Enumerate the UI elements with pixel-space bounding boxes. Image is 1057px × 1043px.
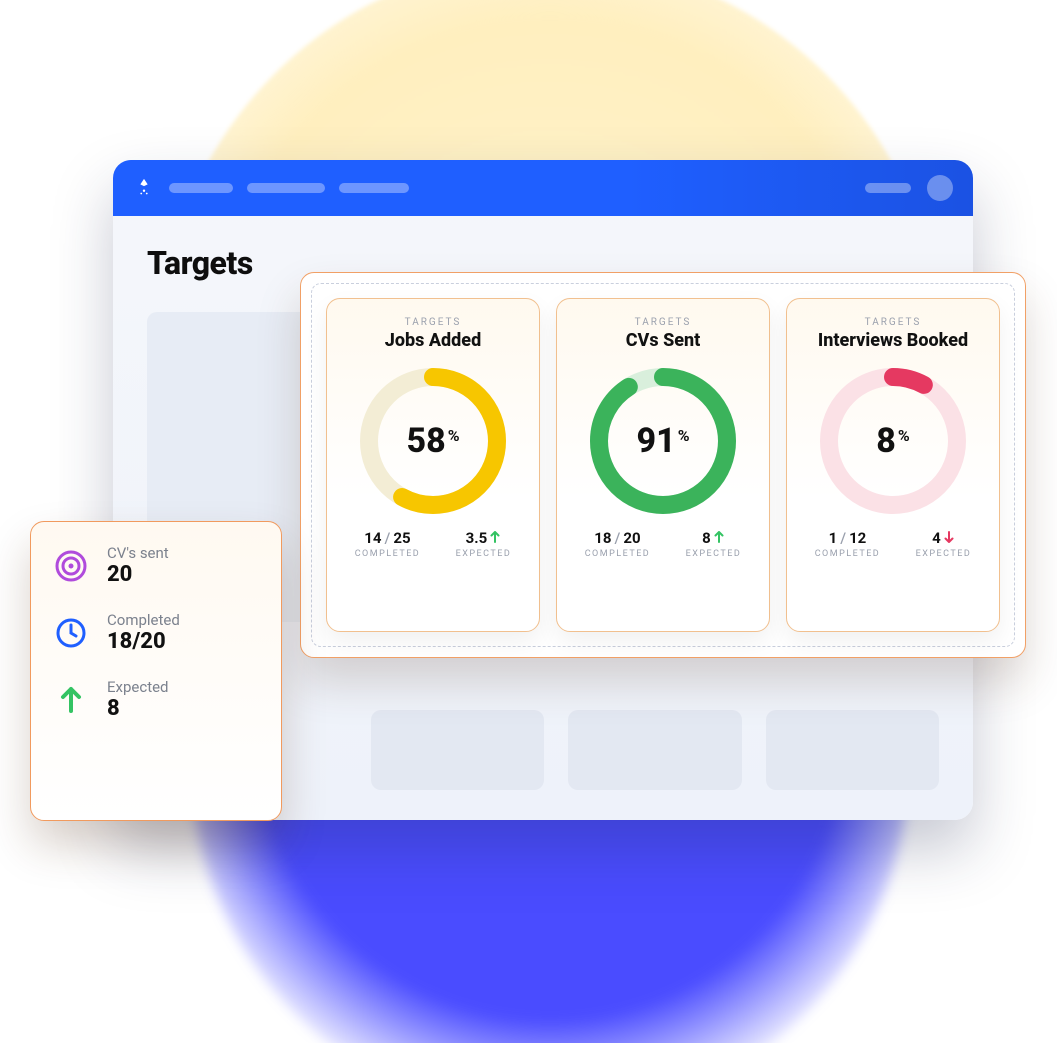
donut-chart: 8% bbox=[813, 361, 973, 521]
card-title: Interviews Booked bbox=[818, 330, 968, 351]
summary-value: 18/20 bbox=[107, 629, 180, 654]
completed-stat: 1/12 COMPLETED bbox=[815, 529, 881, 559]
summary-row-1: Completed 18/20 bbox=[51, 611, 261, 654]
card-eyebrow: TARGETS bbox=[635, 317, 692, 328]
expected-stat: 8 EXPECTED bbox=[686, 529, 742, 559]
nav-placeholder[interactable] bbox=[169, 183, 233, 193]
expected-stat: 3.5 EXPECTED bbox=[456, 529, 512, 559]
clock-icon bbox=[51, 613, 91, 653]
arrow-up-icon bbox=[51, 680, 91, 720]
summary-row-0: CV's sent 20 bbox=[51, 544, 261, 587]
titlebar bbox=[113, 160, 973, 216]
target-card-1[interactable]: TARGETS CVs Sent 91% 18/20 COMPLETED 8 E… bbox=[556, 298, 770, 632]
donut-percent: 91 bbox=[636, 421, 675, 461]
card-eyebrow: TARGETS bbox=[865, 317, 922, 328]
content-placeholder bbox=[371, 710, 544, 790]
content-placeholder bbox=[568, 710, 741, 790]
nav-placeholder[interactable] bbox=[339, 183, 409, 193]
summary-row-2: Expected 8 bbox=[51, 678, 261, 721]
target-icon bbox=[51, 546, 91, 586]
summary-label: Expected bbox=[107, 678, 169, 696]
summary-label: Completed bbox=[107, 611, 180, 629]
logo-icon bbox=[133, 177, 155, 199]
target-card-2[interactable]: TARGETS Interviews Booked 8% 1/12 COMPLE… bbox=[786, 298, 1000, 632]
donut-chart: 58% bbox=[353, 361, 513, 521]
donut-percent: 58 bbox=[406, 421, 445, 461]
expected-stat: 4 EXPECTED bbox=[916, 529, 972, 559]
card-title: CVs Sent bbox=[626, 330, 701, 351]
summary-label: CV's sent bbox=[107, 544, 169, 562]
stage: Targets TARGETS Jobs Added 58% 14/25 COM… bbox=[0, 0, 1057, 1043]
donut-chart: 91% bbox=[583, 361, 743, 521]
donut-percent: 8 bbox=[876, 421, 896, 461]
card-title: Jobs Added bbox=[385, 330, 481, 351]
summary-card: CV's sent 20 Completed 18/20 Expected 8 bbox=[30, 521, 282, 821]
card-eyebrow: TARGETS bbox=[405, 317, 462, 328]
nav-placeholder[interactable] bbox=[247, 183, 325, 193]
summary-value: 20 bbox=[107, 562, 169, 587]
avatar[interactable] bbox=[927, 175, 953, 201]
targets-cards: TARGETS Jobs Added 58% 14/25 COMPLETED 3… bbox=[311, 283, 1015, 647]
completed-stat: 18/20 COMPLETED bbox=[585, 529, 651, 559]
targets-panel: TARGETS Jobs Added 58% 14/25 COMPLETED 3… bbox=[300, 272, 1026, 658]
summary-value: 8 bbox=[107, 696, 169, 721]
target-card-0[interactable]: TARGETS Jobs Added 58% 14/25 COMPLETED 3… bbox=[326, 298, 540, 632]
nav-placeholder[interactable] bbox=[865, 183, 911, 193]
content-placeholder bbox=[766, 710, 939, 790]
completed-stat: 14/25 COMPLETED bbox=[355, 529, 421, 559]
